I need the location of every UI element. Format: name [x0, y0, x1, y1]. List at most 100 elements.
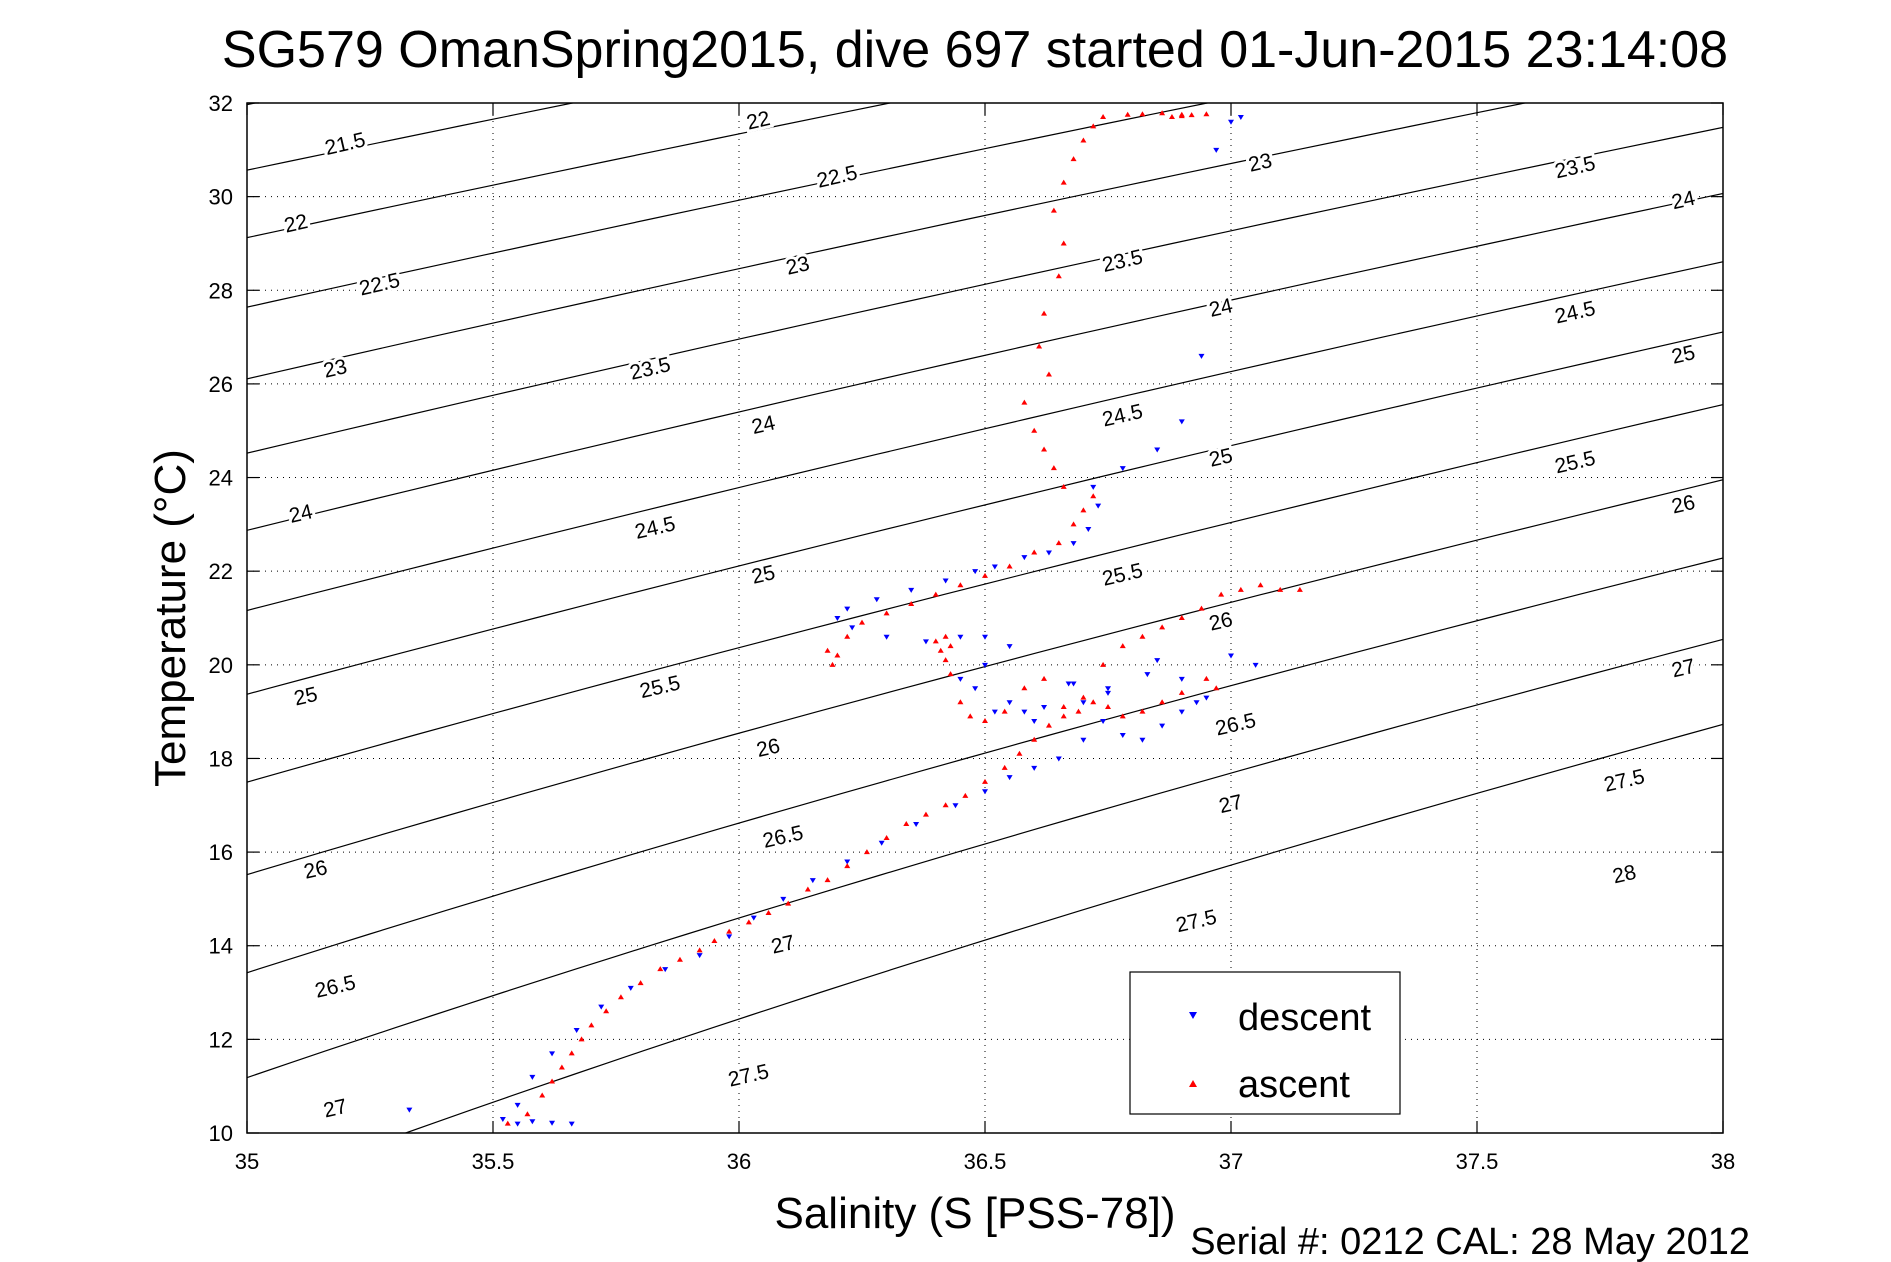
descent-point: [849, 625, 856, 631]
ascent-point: [1090, 699, 1097, 705]
ascent-point: [834, 652, 841, 658]
ascent-point: [1139, 111, 1146, 117]
descent-point: [982, 634, 988, 640]
descent-point: [1198, 353, 1205, 359]
descent-point: [1006, 700, 1013, 706]
ascent-point: [957, 699, 964, 705]
ascent-point: [726, 928, 733, 934]
y-tick-label: 20: [209, 653, 233, 678]
ascent-point: [962, 792, 969, 798]
descent-point: [1154, 658, 1161, 664]
isopycnal-line: [247, 103, 1211, 308]
descent-point: [809, 878, 816, 884]
x-tick-label: 37: [1219, 1149, 1243, 1174]
descent-point: [991, 709, 998, 715]
ascent-point: [947, 671, 954, 677]
descent-point: [922, 639, 929, 645]
descent-point: [627, 985, 634, 991]
descent-point: [1105, 686, 1111, 692]
legend-box: [1129, 971, 1401, 1115]
descent-point: [1080, 700, 1087, 706]
descent-point: [568, 1121, 575, 1127]
ascent-point: [903, 821, 910, 826]
ascent-point: [785, 900, 792, 906]
ascent-point: [1139, 633, 1146, 639]
axis-ticks: 35 35.5 36 36.5 37 37.5 38 10 12 14 16 18 20 22 24 26 28…: [209, 91, 1736, 1174]
descent-point: [1006, 775, 1013, 781]
ascent-point: [1296, 586, 1303, 592]
ascent-point: [937, 647, 944, 653]
ascent-point: [765, 909, 772, 915]
ascent-point: [1124, 111, 1131, 117]
descent-point: [1178, 419, 1185, 425]
descent-point: [1193, 700, 1200, 706]
descent-point: [750, 915, 757, 921]
descent-point: [1228, 119, 1234, 125]
ascent-point: [1070, 521, 1077, 527]
ascent-point: [617, 994, 624, 1000]
descent-point: [972, 686, 979, 692]
ascent-point: [1021, 399, 1028, 405]
isopycnal-line: [247, 192, 1723, 531]
ascent-point: [696, 947, 703, 953]
ascent-point: [844, 633, 851, 639]
chart-title: SG579 OmanSpring2015, dive 697 started 0…: [222, 21, 1728, 79]
descent-point: [1159, 723, 1166, 729]
ascent-point: [844, 863, 851, 869]
ascent-point: [1100, 114, 1107, 120]
descent-point: [1154, 447, 1161, 453]
ascent-point: [982, 572, 988, 578]
ascent-point: [1060, 179, 1067, 185]
ascent-point: [1055, 273, 1062, 279]
ascent-point: [1001, 708, 1008, 714]
descent-point: [957, 676, 964, 682]
y-tick-label: 32: [209, 91, 233, 116]
ascent-point: [657, 966, 664, 972]
ascent-point: [1119, 713, 1126, 719]
legend-descent-marker: [1189, 1012, 1197, 1019]
ascent-point: [1178, 689, 1185, 695]
descent-point: [991, 564, 998, 570]
ascent-point: [1031, 736, 1038, 742]
x-tick-label: 35: [235, 1149, 259, 1174]
ascent-point: [568, 1050, 575, 1056]
descent-point: [1252, 662, 1259, 668]
ascent-point: [1045, 371, 1052, 377]
descent-point: [1031, 719, 1038, 724]
ascent-point: [1080, 507, 1087, 513]
ascent-point: [1060, 483, 1067, 489]
descent-point: [1139, 737, 1146, 743]
descent-point: [1055, 756, 1062, 762]
descent-point: [982, 662, 988, 668]
ascent-point: [922, 811, 929, 817]
y-tick-label: 14: [209, 934, 233, 959]
descent-point: [1178, 676, 1185, 682]
ascent-point: [982, 778, 988, 784]
ascent-point: [1070, 156, 1077, 162]
ascent-point: [1050, 465, 1057, 471]
ascent-point: [1006, 563, 1013, 569]
x-axis-label: Salinity (S [PSS-78]): [774, 1189, 1175, 1238]
grid: [247, 103, 1723, 1133]
descent-point: [1006, 644, 1013, 650]
descent-point: [913, 822, 920, 827]
descent-point: [529, 1119, 536, 1125]
ascent-point: [588, 1022, 595, 1028]
isopycnal-line: [247, 126, 1723, 454]
descent-point: [1021, 555, 1028, 561]
ascent-point: [1045, 722, 1052, 728]
descent-point: [844, 606, 851, 612]
descent-point: [406, 1107, 413, 1113]
ascent-point: [1090, 493, 1097, 499]
descent-point: [1041, 704, 1048, 710]
ascent-point: [539, 1092, 546, 1098]
descent-point: [952, 803, 959, 809]
descent-point: [1065, 681, 1072, 687]
y-tick-label: 24: [209, 466, 233, 491]
descent-point: [662, 967, 669, 973]
ascent-point: [1016, 750, 1023, 756]
descent-point: [1021, 709, 1028, 715]
y-tick-label: 10: [209, 1121, 233, 1146]
descent-point: [1090, 484, 1097, 490]
descent-point: [1070, 541, 1077, 547]
